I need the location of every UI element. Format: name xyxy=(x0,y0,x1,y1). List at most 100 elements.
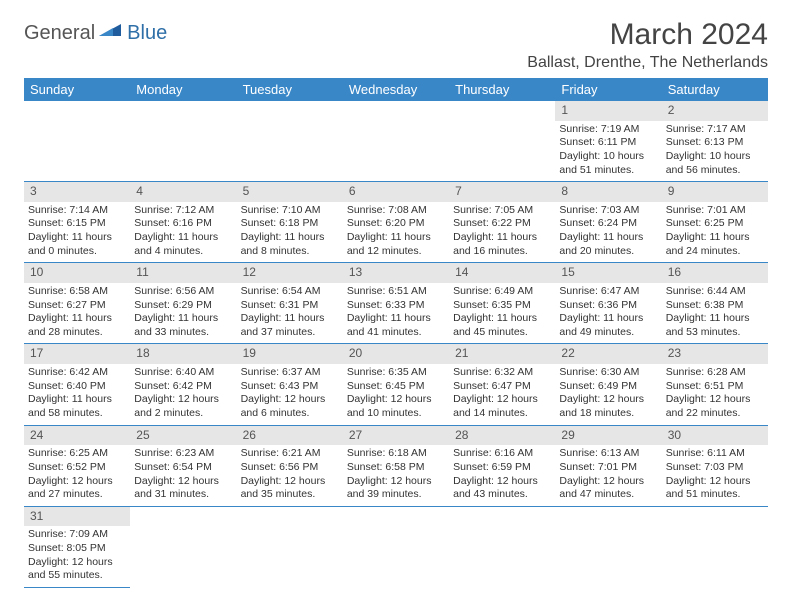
day-body: Sunrise: 6:11 AMSunset: 7:03 PMDaylight:… xyxy=(662,445,768,506)
day-cell: 10Sunrise: 6:58 AMSunset: 6:27 PMDayligh… xyxy=(24,263,130,344)
day-body: Sunrise: 6:40 AMSunset: 6:42 PMDaylight:… xyxy=(130,364,236,425)
weekday-header: Wednesday xyxy=(343,78,449,101)
sunrise-line: Sunrise: 6:30 AM xyxy=(559,366,657,380)
sunrise-line: Sunrise: 6:42 AM xyxy=(28,366,126,380)
sunset-line: Sunset: 6:24 PM xyxy=(559,217,657,231)
weekday-header: Thursday xyxy=(449,78,555,101)
day-body: Sunrise: 7:19 AMSunset: 6:11 PMDaylight:… xyxy=(555,121,661,182)
day-body: Sunrise: 7:12 AMSunset: 6:16 PMDaylight:… xyxy=(130,202,236,263)
sunrise-line: Sunrise: 6:11 AM xyxy=(666,447,764,461)
sunrise-line: Sunrise: 6:23 AM xyxy=(134,447,232,461)
day-body: Sunrise: 6:44 AMSunset: 6:38 PMDaylight:… xyxy=(662,283,768,344)
day-number: 3 xyxy=(24,182,130,202)
sunset-line: Sunset: 6:42 PM xyxy=(134,380,232,394)
daylight-line: Daylight: 10 hours and 51 minutes. xyxy=(559,150,657,177)
sunrise-line: Sunrise: 6:37 AM xyxy=(241,366,339,380)
day-cell: 23Sunrise: 6:28 AMSunset: 6:51 PMDayligh… xyxy=(662,344,768,425)
day-number: 13 xyxy=(343,263,449,283)
day-cell: 24Sunrise: 6:25 AMSunset: 6:52 PMDayligh… xyxy=(24,425,130,506)
day-body: Sunrise: 6:25 AMSunset: 6:52 PMDaylight:… xyxy=(24,445,130,506)
sunset-line: Sunset: 6:51 PM xyxy=(666,380,764,394)
day-number: 19 xyxy=(237,344,343,364)
sunrise-line: Sunrise: 6:18 AM xyxy=(347,447,445,461)
day-number: 8 xyxy=(555,182,661,202)
sunrise-line: Sunrise: 6:54 AM xyxy=(241,285,339,299)
sunrise-line: Sunrise: 6:44 AM xyxy=(666,285,764,299)
sunset-line: Sunset: 6:56 PM xyxy=(241,461,339,475)
sunset-line: Sunset: 8:05 PM xyxy=(28,542,126,556)
day-number: 31 xyxy=(24,507,130,527)
day-number: 23 xyxy=(662,344,768,364)
day-number: 30 xyxy=(662,426,768,446)
month-title: March 2024 xyxy=(527,18,768,52)
sunrise-line: Sunrise: 6:25 AM xyxy=(28,447,126,461)
daylight-line: Daylight: 12 hours and 6 minutes. xyxy=(241,393,339,420)
day-body: Sunrise: 6:28 AMSunset: 6:51 PMDaylight:… xyxy=(662,364,768,425)
day-cell: 9Sunrise: 7:01 AMSunset: 6:25 PMDaylight… xyxy=(662,182,768,263)
day-cell: 25Sunrise: 6:23 AMSunset: 6:54 PMDayligh… xyxy=(130,425,236,506)
day-number: 20 xyxy=(343,344,449,364)
day-body: Sunrise: 7:09 AMSunset: 8:05 PMDaylight:… xyxy=(24,526,130,587)
day-number: 11 xyxy=(130,263,236,283)
daylight-line: Daylight: 12 hours and 51 minutes. xyxy=(666,475,764,502)
sunset-line: Sunset: 6:52 PM xyxy=(28,461,126,475)
day-number: 12 xyxy=(237,263,343,283)
daylight-line: Daylight: 12 hours and 39 minutes. xyxy=(347,475,445,502)
sunset-line: Sunset: 6:43 PM xyxy=(241,380,339,394)
empty-cell xyxy=(449,101,555,182)
empty-cell xyxy=(237,101,343,182)
sunrise-line: Sunrise: 6:51 AM xyxy=(347,285,445,299)
sunrise-line: Sunrise: 6:49 AM xyxy=(453,285,551,299)
day-body: Sunrise: 6:56 AMSunset: 6:29 PMDaylight:… xyxy=(130,283,236,344)
empty-cell xyxy=(130,101,236,182)
daylight-line: Daylight: 11 hours and 20 minutes. xyxy=(559,231,657,258)
day-number: 22 xyxy=(555,344,661,364)
daylight-line: Daylight: 11 hours and 4 minutes. xyxy=(134,231,232,258)
weekday-header: Friday xyxy=(555,78,661,101)
day-cell: 30Sunrise: 6:11 AMSunset: 7:03 PMDayligh… xyxy=(662,425,768,506)
sunrise-line: Sunrise: 7:09 AM xyxy=(28,528,126,542)
daylight-line: Daylight: 12 hours and 35 minutes. xyxy=(241,475,339,502)
daylight-line: Daylight: 11 hours and 12 minutes. xyxy=(347,231,445,258)
day-cell: 11Sunrise: 6:56 AMSunset: 6:29 PMDayligh… xyxy=(130,263,236,344)
day-body: Sunrise: 7:08 AMSunset: 6:20 PMDaylight:… xyxy=(343,202,449,263)
empty-cell xyxy=(237,506,343,587)
daylight-line: Daylight: 11 hours and 37 minutes. xyxy=(241,312,339,339)
sunset-line: Sunset: 6:27 PM xyxy=(28,299,126,313)
day-cell: 27Sunrise: 6:18 AMSunset: 6:58 PMDayligh… xyxy=(343,425,449,506)
day-number: 2 xyxy=(662,101,768,121)
header: General Blue March 2024 Ballast, Drenthe… xyxy=(24,18,768,72)
day-number: 4 xyxy=(130,182,236,202)
sunset-line: Sunset: 6:54 PM xyxy=(134,461,232,475)
sunset-line: Sunset: 6:18 PM xyxy=(241,217,339,231)
empty-cell xyxy=(343,101,449,182)
day-body: Sunrise: 6:30 AMSunset: 6:49 PMDaylight:… xyxy=(555,364,661,425)
day-number: 15 xyxy=(555,263,661,283)
day-body: Sunrise: 6:16 AMSunset: 6:59 PMDaylight:… xyxy=(449,445,555,506)
daylight-line: Daylight: 12 hours and 55 minutes. xyxy=(28,556,126,583)
day-number: 9 xyxy=(662,182,768,202)
empty-cell xyxy=(555,506,661,587)
day-cell: 18Sunrise: 6:40 AMSunset: 6:42 PMDayligh… xyxy=(130,344,236,425)
calendar-table: SundayMondayTuesdayWednesdayThursdayFrid… xyxy=(24,78,768,588)
day-cell: 17Sunrise: 6:42 AMSunset: 6:40 PMDayligh… xyxy=(24,344,130,425)
daylight-line: Daylight: 12 hours and 43 minutes. xyxy=(453,475,551,502)
logo-flag-icon xyxy=(99,22,125,45)
empty-cell xyxy=(130,506,236,587)
day-body: Sunrise: 6:21 AMSunset: 6:56 PMDaylight:… xyxy=(237,445,343,506)
sunrise-line: Sunrise: 7:10 AM xyxy=(241,204,339,218)
sunset-line: Sunset: 6:31 PM xyxy=(241,299,339,313)
day-body: Sunrise: 6:58 AMSunset: 6:27 PMDaylight:… xyxy=(24,283,130,344)
day-cell: 6Sunrise: 7:08 AMSunset: 6:20 PMDaylight… xyxy=(343,182,449,263)
empty-cell xyxy=(449,506,555,587)
day-number: 16 xyxy=(662,263,768,283)
sunset-line: Sunset: 6:25 PM xyxy=(666,217,764,231)
day-number: 24 xyxy=(24,426,130,446)
sunset-line: Sunset: 6:38 PM xyxy=(666,299,764,313)
sunrise-line: Sunrise: 6:13 AM xyxy=(559,447,657,461)
sunrise-line: Sunrise: 6:58 AM xyxy=(28,285,126,299)
day-cell: 28Sunrise: 6:16 AMSunset: 6:59 PMDayligh… xyxy=(449,425,555,506)
logo-text-main: General xyxy=(24,22,95,45)
sunset-line: Sunset: 6:45 PM xyxy=(347,380,445,394)
day-cell: 21Sunrise: 6:32 AMSunset: 6:47 PMDayligh… xyxy=(449,344,555,425)
